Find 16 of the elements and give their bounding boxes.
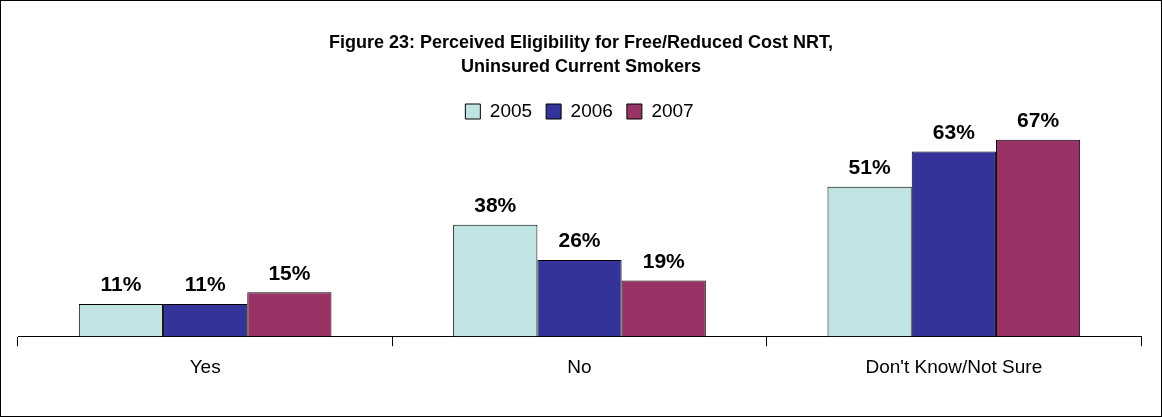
- x-tick-label: Yes: [189, 355, 221, 377]
- x-tick-label: No: [567, 355, 592, 377]
- data-label: 11%: [100, 272, 142, 296]
- data-label: 63%: [932, 119, 976, 143]
- legend-label: 2005: [489, 99, 533, 121]
- x-tick-label: Don't Know/Not Sure: [865, 355, 1043, 377]
- data-label: 38%: [474, 193, 517, 217]
- data-label: 26%: [558, 228, 601, 252]
- data-label: 51%: [848, 154, 891, 178]
- data-label: 19%: [642, 248, 686, 272]
- data-label: 67%: [1017, 108, 1060, 132]
- data-label: 15%: [268, 260, 311, 284]
- legend-label: 2006: [570, 99, 613, 121]
- chart-title: Figure 23: Perceived Eligibility for Free/Reduced Cost NRT, Uninsured Current Smokers: [327, 31, 835, 78]
- legend-label: 2007: [651, 99, 694, 121]
- data-label: 11%: [184, 272, 226, 296]
